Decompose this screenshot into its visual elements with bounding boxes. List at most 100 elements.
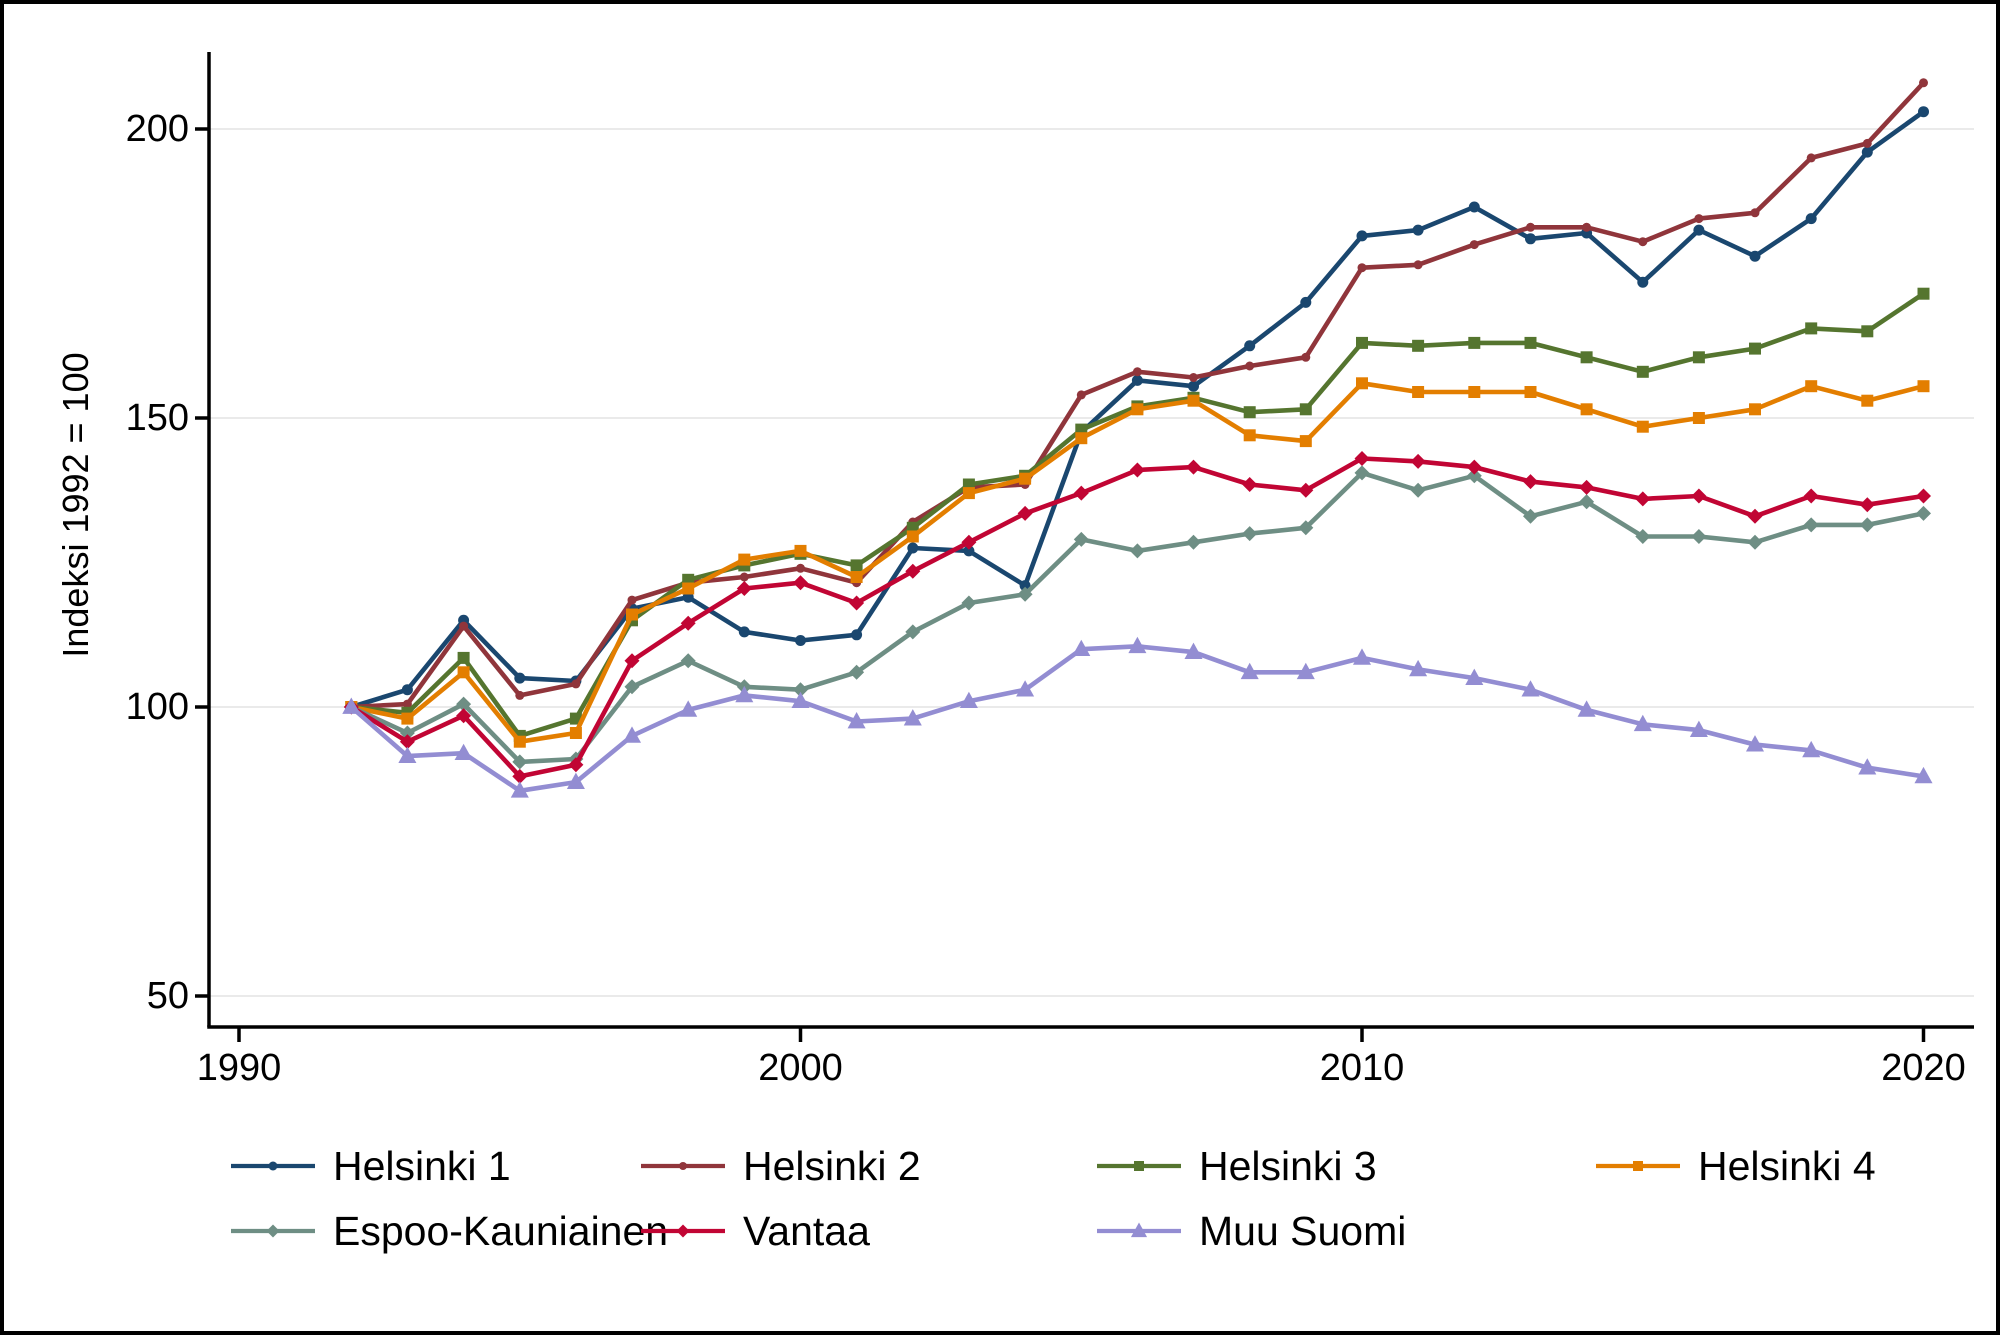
series-marker-muu-suomi [1858,758,1877,775]
series-marker-muu-suomi [735,685,754,703]
series-marker-vantaa [456,708,472,724]
x-tick-label: 2010 [1319,1047,1405,1089]
series-marker-espoo-kauniainen [1186,534,1201,550]
series-marker-helsinki-3 [1580,351,1593,364]
series-marker-helsinki-2 [1301,352,1311,362]
series-marker-muu-suomi [791,691,810,709]
series-marker-muu-suomi [679,700,698,717]
series-marker-helsinki-2 [402,699,412,709]
series-marker-helsinki-1 [1805,213,1817,225]
series-marker-muu-suomi [1633,714,1652,732]
series-marker-helsinki-3 [1749,342,1761,355]
series-marker-helsinki-3 [457,651,470,664]
series-marker-helsinki-4 [1917,380,1930,393]
series-marker-helsinki-2 [1694,214,1704,224]
series-marker-helsinki-4 [906,530,919,543]
series-marker-helsinki-2 [1638,237,1648,247]
series-marker-muu-suomi [1914,766,1933,784]
series-marker-helsinki-2 [1806,153,1816,163]
series-marker-muu-suomi [342,697,361,714]
series-marker-muu-suomi [1521,680,1540,697]
series-marker-helsinki-4 [1243,429,1256,442]
series-marker-espoo-kauniainen [1017,586,1033,602]
series-marker-espoo-kauniainen [1354,465,1370,481]
series-marker-helsinki-3 [1243,406,1256,419]
x-tick-label: 1990 [196,1047,282,1089]
series-marker-muu-suomi [1802,740,1821,758]
series-marker-helsinki-2 [1413,260,1423,270]
series-marker-helsinki-2 [1357,263,1367,273]
series-marker-vantaa [1073,485,1089,501]
series-marker-muu-suomi [1296,662,1315,680]
series-marker-helsinki-1 [401,684,413,696]
series-marker-helsinki-2 [627,595,637,605]
series-marker-espoo-kauniainen [680,653,696,669]
series-marker-helsinki-2 [1919,78,1928,88]
y-tick-label: 100 [125,686,189,728]
series-marker-muu-suomi [903,709,922,726]
series-marker-espoo-kauniainen [1129,543,1145,559]
x-tick-label: 2020 [1881,1047,1966,1089]
series-marker-vantaa [624,653,640,669]
series-marker-helsinki-4 [569,727,582,739]
series-marker-muu-suomi [454,743,473,761]
series-marker-helsinki-2 [1076,390,1086,400]
series-marker-vantaa [1242,477,1258,492]
series-marker-espoo-kauniainen [1747,534,1763,550]
series-marker-muu-suomi [1465,668,1484,685]
series-marker-espoo-kauniainen [512,754,528,770]
series-marker-vantaa [1298,482,1314,498]
series-marker-helsinki-3 [1805,322,1818,335]
series-marker-helsinki-1 [1131,374,1143,386]
series-marker-muu-suomi [1745,735,1765,752]
series-marker-espoo-kauniainen [849,664,865,680]
line-chart-canvas [195,52,1974,1042]
series-marker-muu-suomi [1184,642,1203,659]
series-marker-vantaa [736,581,752,596]
series-marker-helsinki-1 [1525,233,1536,245]
series-marker-helsinki-2 [459,621,469,631]
series-marker-helsinki-2 [571,679,581,689]
series-marker-vantaa [1859,497,1875,513]
series-marker-vantaa [961,534,977,550]
series-marker-helsinki-2 [1245,361,1255,371]
series-marker-vantaa [399,734,415,750]
series-marker-muu-suomi [1072,639,1091,657]
series-marker-vantaa [1466,459,1482,475]
series-marker-helsinki-3 [1468,336,1481,349]
series-marker-vantaa [1747,508,1763,524]
series-marker-espoo-kauniainen [1803,517,1819,533]
series-marker-helsinki-4 [1692,412,1705,424]
series-marker-espoo-kauniainen [1691,529,1707,544]
series-marker-helsinki-1 [1188,380,1199,392]
series-marker-helsinki-1 [1637,276,1649,288]
series-marker-helsinki-1 [1244,340,1256,352]
series-marker-helsinki-1 [851,629,863,641]
series-marker-muu-suomi [1016,680,1035,697]
series-marker-helsinki-4 [1468,386,1481,398]
series-marker-helsinki-4 [1019,472,1032,485]
series-marker-vantaa [680,615,696,631]
series-marker-helsinki-1 [1356,230,1368,242]
series-marker-helsinki-4 [1861,394,1874,407]
series-marker-helsinki-1 [1468,201,1480,213]
series-marker-helsinki-2 [1862,138,1872,148]
series-marker-espoo-kauniainen [1859,517,1875,533]
series-marker-espoo-kauniainen [1298,520,1314,536]
series-marker-helsinki-3 [1412,339,1425,352]
series-marker-muu-suomi [1128,636,1147,654]
series-marker-helsinki-3 [850,559,863,572]
y-tick-label: 150 [125,397,189,439]
series-marker-helsinki-2 [1582,222,1592,232]
series-marker-helsinki-2 [739,572,749,582]
series-marker-helsinki-2 [515,690,525,700]
series-marker-muu-suomi [1352,648,1372,665]
series-marker-helsinki-3 [1299,403,1312,416]
series-marker-helsinki-1 [795,635,806,646]
series-marker-muu-suomi [1689,720,1708,737]
series-marker-espoo-kauniainen [905,624,921,640]
series-marker-muu-suomi [1240,662,1259,680]
series-marker-helsinki-4 [738,553,751,566]
series-marker-vantaa [1410,453,1426,469]
y-tick-label: 50 [146,975,189,1017]
